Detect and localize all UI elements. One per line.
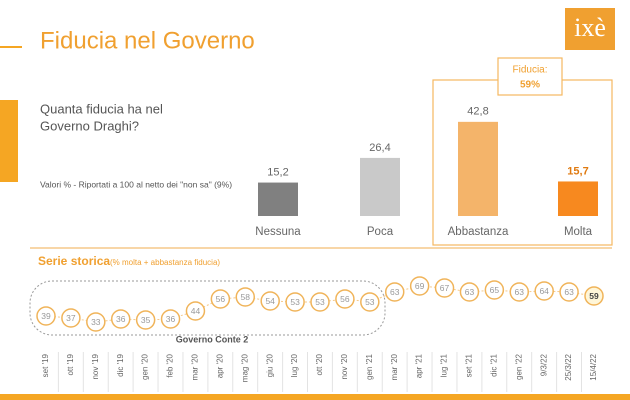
bubble-label: 44	[191, 306, 201, 316]
x-tick-label: ott '19	[66, 353, 75, 375]
bubble	[559, 282, 579, 302]
bubble-label: 69	[415, 281, 425, 291]
bubble-label: 63	[564, 287, 574, 297]
bubble-label: 63	[465, 287, 475, 297]
title: Fiducia nel Governo	[40, 27, 255, 54]
period-box	[29, 280, 386, 336]
bubble	[360, 292, 380, 312]
bubble-label: 39	[41, 311, 51, 321]
x-tick-label: gen '22	[514, 353, 523, 380]
category-label: Nessuna	[255, 226, 301, 238]
question: Quanta fiducia ha nel	[40, 101, 163, 116]
bubble-label: 53	[315, 297, 325, 307]
timeline-title: Serie storica	[38, 254, 110, 268]
x-tick-label: 15/4/22	[589, 353, 598, 380]
bubble	[384, 282, 405, 302]
bubble-label: 67	[440, 283, 450, 293]
x-tick-label: gen '20	[141, 353, 150, 380]
period-label: Governo Conte 2	[176, 334, 249, 344]
bubble-label: 56	[340, 294, 350, 304]
bubble	[285, 292, 305, 312]
bubble	[210, 289, 231, 309]
bubble	[409, 276, 430, 296]
bubble	[135, 310, 156, 330]
annotation-title: Fiducia:	[512, 65, 547, 76]
x-tick-label: ott '20	[315, 353, 324, 375]
bubble	[36, 306, 56, 326]
x-tick-label: apr '20	[215, 353, 224, 378]
logo: ixè	[574, 13, 606, 42]
bubble	[534, 281, 554, 301]
bubble-label: 58	[241, 292, 251, 302]
x-tick-label: set '21	[465, 353, 474, 377]
x-tick-label: mag '20	[240, 353, 249, 382]
x-tick-label: dic '21	[489, 353, 498, 376]
bubble	[434, 278, 455, 298]
bubble	[110, 309, 131, 329]
annotation-box	[497, 57, 563, 96]
x-tick-label: set '19	[41, 353, 50, 377]
bubble	[509, 282, 530, 302]
x-tick-label: 9/3/22	[539, 353, 548, 376]
note: Valori % - Riportati a 100 al netto dei …	[40, 179, 232, 189]
x-tick-label: lug '20	[290, 353, 299, 377]
bubble	[459, 282, 480, 302]
x-tick-label: nov '20	[340, 353, 349, 379]
x-tick-label: feb '20	[166, 353, 175, 377]
x-tick-label: apr '21	[415, 353, 424, 378]
bubble-label: 54	[265, 296, 275, 306]
x-tick-label: 25/3/22	[564, 353, 573, 380]
bubble-label: 64	[539, 286, 549, 296]
bubble	[185, 301, 206, 321]
bubble	[335, 289, 355, 309]
bubble-label: 53	[365, 297, 375, 307]
bubble-label: 33	[91, 317, 101, 327]
question: Governo Draghi?	[40, 118, 139, 133]
bubble-label: 65	[490, 285, 500, 295]
x-tick-label: mar '20	[390, 353, 399, 380]
value-label: 26,4	[369, 142, 390, 154]
category-label: Molta	[564, 226, 593, 238]
bar	[360, 157, 400, 216]
timeline-subtitle: (% molta + abbastanza fiducia)	[110, 258, 220, 267]
x-tick-label: nov '19	[91, 353, 100, 379]
bubble-label: 63	[515, 287, 525, 297]
x-tick-label: gen '21	[365, 353, 374, 380]
category-label: Abbastanza	[448, 226, 509, 238]
bar	[558, 181, 598, 216]
logo-box	[565, 8, 615, 50]
bubble-label: 36	[116, 314, 126, 324]
x-tick-label: mar '20	[191, 353, 200, 380]
bubble-label: 37	[66, 313, 76, 323]
bubble-label: 56	[216, 294, 226, 304]
bubble	[260, 291, 280, 311]
bubble-label: 35	[141, 315, 151, 325]
bar	[258, 182, 298, 216]
bubble	[584, 286, 604, 306]
bar	[458, 121, 498, 216]
value-label: 42,8	[467, 106, 488, 118]
footer-bar	[0, 394, 630, 400]
bubble	[310, 292, 330, 312]
bubble-label: 59	[589, 291, 599, 301]
annotation-text: 59%	[520, 80, 540, 91]
value-label: 15,7	[567, 165, 588, 177]
x-tick-label: lug '21	[440, 353, 449, 377]
value-label: 15,2	[267, 166, 288, 178]
category-label: Poca	[367, 226, 394, 238]
bubble	[484, 280, 505, 300]
bubble	[61, 308, 81, 328]
bubble	[86, 312, 106, 332]
bubble	[235, 287, 256, 307]
bubble-label: 63	[390, 287, 400, 297]
x-tick-label: giu '20	[265, 353, 274, 377]
x-tick-label: dic '19	[116, 353, 125, 376]
bubble-label: 36	[166, 314, 176, 324]
bubble-label: 53	[290, 297, 300, 307]
accent-bar	[0, 100, 18, 182]
bubble	[160, 309, 181, 329]
